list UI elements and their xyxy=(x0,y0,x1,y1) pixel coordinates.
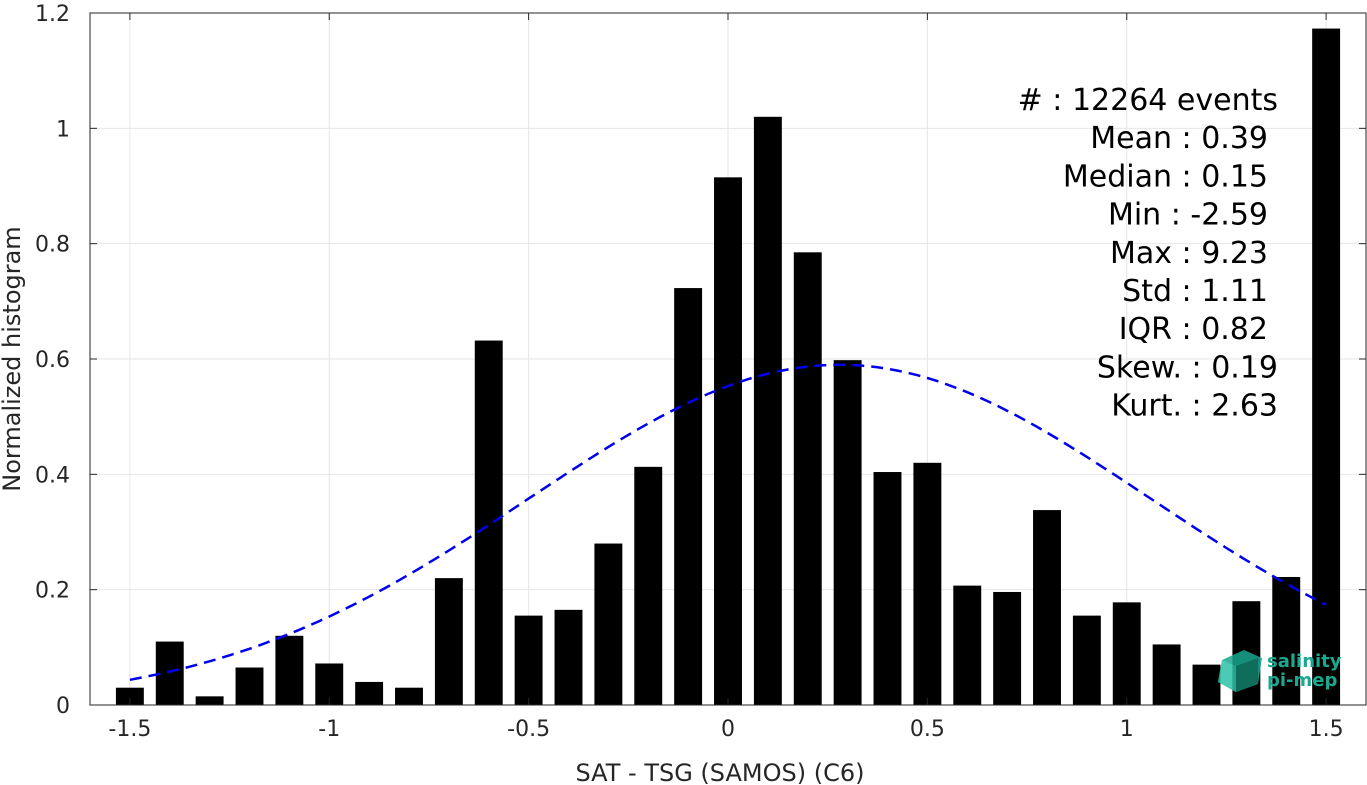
salinity-pi-mep-logo: salinity pi-mep xyxy=(1218,650,1342,692)
histogram-bar xyxy=(1072,615,1101,705)
histogram-bar xyxy=(873,472,902,705)
x-axis-ticks: -1.5 -1 -0.5 0 0.5 1 1.5 xyxy=(108,13,1344,742)
histogram-bar xyxy=(594,543,623,705)
y-tick-label: 0.4 xyxy=(35,463,70,488)
histogram-bar xyxy=(833,360,862,705)
stat-line: IQR : 0.82 xyxy=(1119,312,1268,347)
histogram-bar xyxy=(275,635,304,705)
histogram-bar xyxy=(1152,644,1181,705)
stat-line: Kurt. : 2.63 xyxy=(1111,389,1278,424)
histogram-bar xyxy=(355,681,384,705)
histogram-bar xyxy=(714,177,742,706)
histogram-bar xyxy=(1272,576,1301,705)
y-tick-label: 1 xyxy=(56,117,70,142)
histogram-bar xyxy=(953,585,982,705)
x-axis-label: SAT - TSG (SAMOS) (C6) xyxy=(576,759,865,785)
histogram-bar xyxy=(1192,664,1221,705)
histogram-bar xyxy=(514,615,543,705)
x-tick-label: -1 xyxy=(318,717,340,742)
y-tick-label: 0 xyxy=(56,694,70,719)
histogram-bar xyxy=(674,288,703,705)
histogram-bar xyxy=(235,667,264,705)
logo-cube-icon xyxy=(1218,650,1262,692)
histogram-bar xyxy=(115,687,144,705)
histogram-bar xyxy=(395,687,423,705)
stat-line: Max : 9.23 xyxy=(1110,236,1268,271)
histogram-bar xyxy=(1033,510,1061,705)
normal-fit-curve xyxy=(129,363,1327,682)
histogram-bar xyxy=(1112,602,1141,705)
histogram-bar xyxy=(993,591,1022,705)
histogram-bar xyxy=(474,340,503,705)
stat-line: Skew. : 0.19 xyxy=(1097,350,1278,385)
histogram-bar xyxy=(434,578,463,705)
histogram-bars xyxy=(115,28,1341,706)
stat-line: Min : -2.59 xyxy=(1108,198,1268,233)
logo-text-line2: pi-mep xyxy=(1267,670,1337,691)
y-tick-label: 1.2 xyxy=(35,2,70,27)
x-tick-label: 0.5 xyxy=(910,717,945,742)
histogram-bar xyxy=(1312,28,1341,705)
y-tick-label: 0.6 xyxy=(35,348,70,373)
stat-line: # : 12264 events xyxy=(1018,83,1278,118)
logo-text-line1: salinity xyxy=(1267,651,1342,672)
histogram-bar xyxy=(554,609,583,705)
x-tick-label: 1.5 xyxy=(1309,717,1344,742)
x-tick-label: 1 xyxy=(1120,717,1134,742)
histogram-bar xyxy=(634,466,663,705)
stat-line: Mean : 0.39 xyxy=(1090,121,1268,156)
histogram-bar xyxy=(195,696,224,705)
histogram-bar xyxy=(913,462,942,705)
stat-line: Std : 1.11 xyxy=(1122,274,1268,309)
histogram-bar xyxy=(793,252,822,706)
x-tick-label: -1.5 xyxy=(108,717,151,742)
y-axis-label: Normalized histogram xyxy=(0,226,26,491)
x-tick-label: 0 xyxy=(721,717,735,742)
y-tick-label: 0.8 xyxy=(35,233,70,258)
histogram-bar xyxy=(155,641,184,705)
y-axis-ticks: 0 0.2 0.4 0.6 0.8 1 1.2 xyxy=(35,2,1366,719)
stat-line: Median : 0.15 xyxy=(1063,159,1268,194)
histogram-bar xyxy=(753,116,782,706)
x-tick-label: -0.5 xyxy=(507,717,550,742)
y-tick-label: 0.2 xyxy=(35,579,70,604)
